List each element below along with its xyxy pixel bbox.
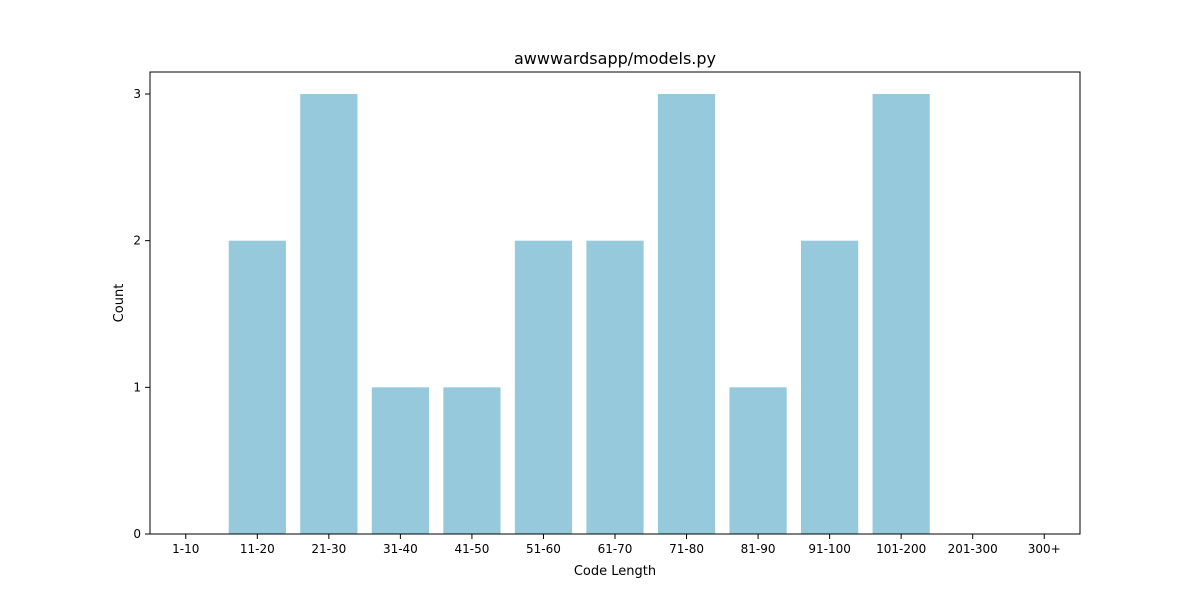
x-tick-label: 11-20 [240,542,275,556]
bar-41-50 [443,387,501,534]
x-tick-label: 71-80 [669,542,704,556]
x-tick-label: 81-90 [741,542,776,556]
bars-group [228,94,930,535]
x-axis-ticks: 1-10 11-20 21-30 31-40 41-50 51-60 61-70 71-80 8… [172,534,1061,556]
bar-101-200 [872,94,930,534]
x-tick-label: 21-30 [311,542,346,556]
bar-21-30 [300,94,358,534]
bar-81-90 [729,387,787,534]
bar-91-100 [801,240,859,535]
y-tick-label: 2 [133,234,141,248]
bar-51-60 [514,240,573,535]
y-tick-label: 0 [133,527,141,541]
bar-61-70 [586,240,644,535]
x-tick-label: 300+ [1028,542,1061,556]
bar-11-20 [228,240,286,535]
x-tick-label: 31-40 [383,542,418,556]
chart-title: awwwardsapp/models.py [514,49,716,68]
bar-71-80 [657,94,716,534]
bar-31-40 [371,387,429,534]
y-tick-label: 3 [133,87,141,101]
x-tick-label: 1-10 [172,542,199,556]
x-axis-label: Code Length [574,564,656,579]
y-tick-label: 1 [133,380,141,394]
x-tick-label: 101-200 [876,542,926,556]
x-tick-label: 61-70 [598,542,633,556]
x-tick-label: 201-300 [948,542,998,556]
x-tick-label: 41-50 [454,542,489,556]
x-tick-label: 51-60 [526,542,561,556]
y-axis-label: Count [112,284,127,323]
y-axis-ticks: 0 1 2 3 [133,87,150,541]
x-tick-label: 91-100 [808,542,851,556]
